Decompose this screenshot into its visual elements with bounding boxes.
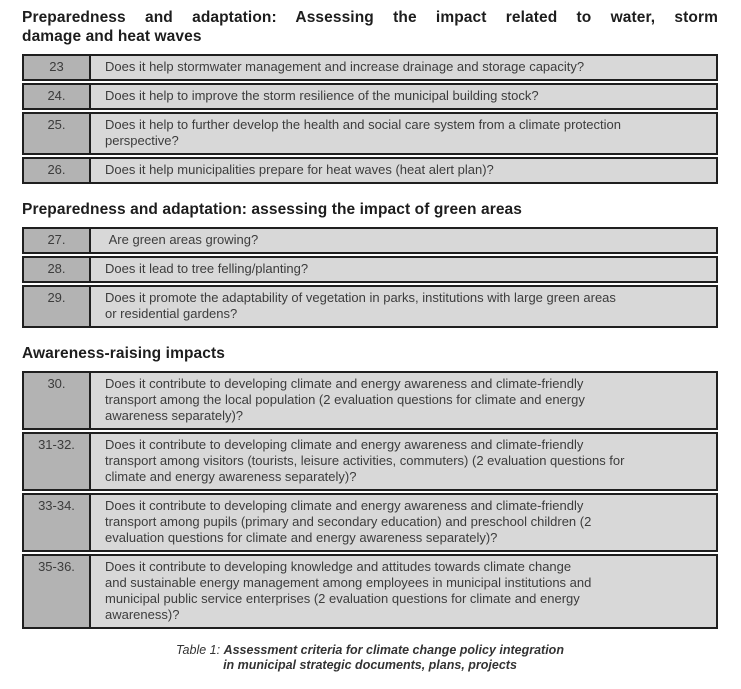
table-row: 25. Does it help to further develop the … — [22, 112, 718, 155]
section-title-line: damage and heat waves — [22, 28, 202, 45]
row-number-cell: 27. — [24, 229, 91, 252]
row-question-cell: Does it promote the adaptability of vege… — [105, 290, 616, 321]
section-title: Awareness-raising impacts — [22, 344, 718, 363]
table-row: 33-34. Does it contribute to developing … — [22, 493, 718, 552]
sections: Preparedness and adaptation: Assessing t… — [22, 8, 718, 629]
row-number-cell: 31-32. — [24, 434, 91, 489]
row-question-cell: Are green areas growing? — [105, 232, 259, 247]
table-row: 24. Does it help to improve the storm re… — [22, 83, 718, 110]
section-title-line: Preparedness and adaptation: Assessing t… — [22, 9, 718, 26]
row-question-cell: Does it help to further develop the heal… — [105, 117, 621, 148]
row-number-cell: 28. — [24, 258, 91, 281]
row-question-cell: Does it contribute to developing climate… — [105, 376, 585, 423]
criteria-section: Preparedness and adaptation: Assessing t… — [22, 8, 718, 184]
section-title: Preparedness and adaptation: assessing t… — [22, 200, 718, 219]
row-question-cell: Does it contribute to developing knowled… — [105, 559, 592, 622]
table-row: 35-36. Does it contribute to developing … — [22, 554, 718, 629]
row-number-cell: 25. — [24, 114, 91, 153]
caption-label: Table 1: — [176, 643, 221, 657]
table-row: 31-32. Does it contribute to developing … — [22, 432, 718, 491]
row-number-cell: 23 — [24, 56, 91, 79]
caption-text: Assessment criteria for climate change p… — [223, 643, 564, 672]
table-row: 29. Does it promote the adaptability of … — [22, 285, 718, 328]
section-title: Preparedness and adaptation: Assessing t… — [22, 8, 718, 46]
criteria-table: 23 Does it help stormwater management an… — [22, 54, 718, 184]
section-title-line: Awareness-raising impacts — [22, 345, 225, 362]
row-number-cell: 29. — [24, 287, 91, 326]
row-question-cell: Does it help to improve the storm resili… — [105, 88, 539, 103]
row-question-cell: Does it lead to tree felling/planting? — [105, 261, 309, 276]
row-question-cell: Does it help stormwater management and i… — [105, 59, 585, 74]
criteria-table: 27. Are green areas growing? 28. Does it… — [22, 227, 718, 328]
table-row: 28. Does it lead to tree felling/plantin… — [22, 256, 718, 283]
table-caption: Table 1: Assessment criteria for climate… — [22, 643, 718, 673]
row-question-cell: Does it contribute to developing climate… — [105, 437, 625, 484]
document-page: Preparedness and adaptation: Assessing t… — [22, 8, 718, 673]
row-number-cell: 24. — [24, 85, 91, 108]
row-number-cell: 35-36. — [24, 556, 91, 627]
criteria-section: Awareness-raising impacts 30. Does it co… — [22, 344, 718, 629]
row-number-cell: 26. — [24, 159, 91, 182]
row-number-cell: 33-34. — [24, 495, 91, 550]
table-row: 27. Are green areas growing? — [22, 227, 718, 254]
table-row: 26. Does it help municipalities prepare … — [22, 157, 718, 184]
row-number-cell: 30. — [24, 373, 91, 428]
criteria-table: 30. Does it contribute to developing cli… — [22, 371, 718, 629]
row-question-cell: Does it help municipalities prepare for … — [105, 162, 494, 177]
table-row: 23 Does it help stormwater management an… — [22, 54, 718, 81]
row-question-cell: Does it contribute to developing climate… — [105, 498, 592, 545]
criteria-section: Preparedness and adaptation: assessing t… — [22, 200, 718, 328]
table-row: 30. Does it contribute to developing cli… — [22, 371, 718, 430]
section-title-line: Preparedness and adaptation: assessing t… — [22, 201, 522, 218]
